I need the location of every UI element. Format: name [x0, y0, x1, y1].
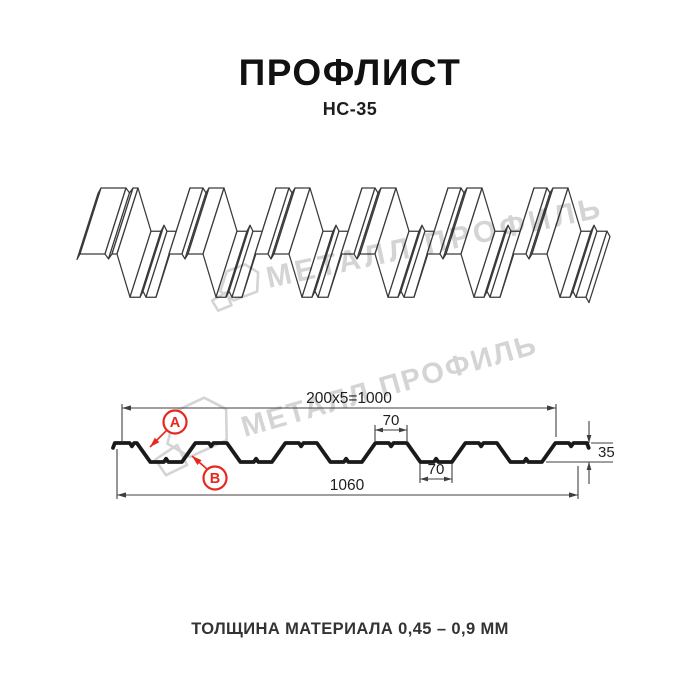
logo-shape — [218, 263, 260, 302]
metall-profil-logo — [210, 263, 260, 312]
sheet-face — [585, 230, 611, 304]
arrowhead — [444, 476, 452, 482]
profile-model-name: НС-35 — [322, 99, 378, 119]
arrowhead — [586, 435, 592, 443]
arrowhead — [117, 492, 126, 498]
arrowhead — [150, 437, 160, 447]
arrowhead — [399, 427, 407, 433]
material-thickness-note: ТОЛЩИНА МАТЕРИАЛА 0,45 – 0,9 ММ — [191, 620, 509, 638]
arrowhead — [547, 405, 556, 411]
metall-profil-logo — [154, 396, 229, 477]
label-b-letter: B — [210, 471, 220, 487]
logo-shape-small — [154, 443, 189, 477]
dim-valley-width: 70 — [428, 461, 445, 478]
logo-shape-small — [210, 291, 233, 312]
label-b-circle — [202, 465, 228, 491]
dim-height: 35 — [598, 444, 615, 461]
arrowhead — [375, 427, 383, 433]
arrowhead — [192, 456, 202, 465]
arrowhead — [122, 405, 131, 411]
sheet-3d-faces — [76, 187, 611, 304]
dim-crest-width: 70 — [383, 412, 400, 429]
arrowhead — [569, 492, 578, 498]
page-title: ПРОФЛИСТ — [238, 52, 462, 93]
dim-overall-width: 1060 — [330, 477, 365, 494]
arrowhead — [586, 462, 592, 470]
dim-top-total: 200x5=1000 — [306, 390, 392, 407]
profile-outline — [111, 441, 591, 464]
label-a-circle — [162, 409, 188, 435]
arrowhead — [420, 476, 428, 482]
label-a-letter: A — [170, 415, 181, 431]
